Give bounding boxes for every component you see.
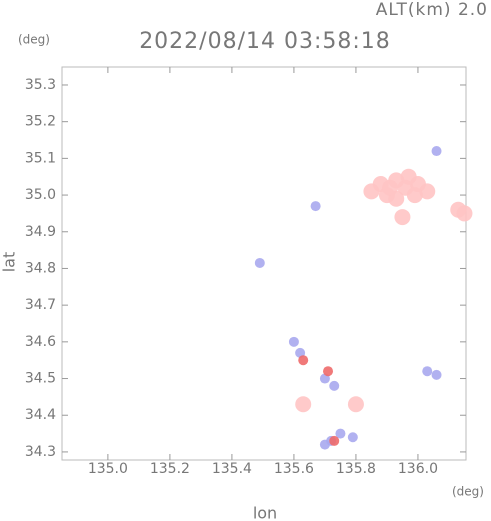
echo-point xyxy=(382,179,399,196)
echo-point xyxy=(400,168,417,185)
echo-point xyxy=(431,146,442,157)
echo-point xyxy=(394,209,411,226)
echo-point xyxy=(295,396,312,413)
echo-point xyxy=(456,205,473,222)
y-tick-label: 35.2 xyxy=(25,114,56,130)
x-tick-label: 136.0 xyxy=(398,461,438,477)
y-tick-label: 34.6 xyxy=(25,334,56,350)
y-tick-label: 35.1 xyxy=(25,150,56,166)
echo-point xyxy=(419,183,436,200)
y-tick-label: 34.3 xyxy=(25,444,56,460)
y-tick-label: 35.0 xyxy=(25,187,56,203)
y-tick-label: 34.9 xyxy=(25,224,56,240)
echo-point xyxy=(323,366,334,377)
y-tick-label: 34.7 xyxy=(25,297,56,313)
echo-point xyxy=(319,439,330,450)
y-tick-label: 34.8 xyxy=(25,260,56,276)
echo-point xyxy=(310,201,321,212)
echo-point xyxy=(254,257,265,268)
x-tick-label: 135.0 xyxy=(88,461,128,477)
x-tick-label: 135.2 xyxy=(150,461,190,477)
x-tick-label: 135.6 xyxy=(274,461,314,477)
echo-point xyxy=(329,435,340,446)
echo-point xyxy=(347,432,358,443)
chart-title: 2022/08/14 03:58:18 xyxy=(139,29,391,54)
echo-point xyxy=(335,428,346,439)
x-unit: (deg) xyxy=(452,485,484,499)
echo-point xyxy=(347,396,364,413)
y-tick-label: 35.3 xyxy=(25,77,56,93)
y-tick-label: 34.4 xyxy=(25,407,56,423)
echo-point xyxy=(329,380,340,391)
x-tick-label: 135.8 xyxy=(336,461,376,477)
altitude-label: ALT(km) 2.0 xyxy=(376,0,488,20)
echo-point xyxy=(431,369,442,380)
plot-frame xyxy=(61,66,467,461)
y-unit: (deg) xyxy=(18,33,50,47)
x-axis-label: lon xyxy=(253,504,277,521)
echo-point xyxy=(298,355,309,366)
echo-point xyxy=(406,187,423,204)
echo-point xyxy=(288,336,299,347)
echo-point xyxy=(422,366,433,377)
x-tick-label: 135.4 xyxy=(212,461,252,477)
y-axis-label: lat xyxy=(0,252,19,273)
y-tick-label: 34.5 xyxy=(25,371,56,387)
